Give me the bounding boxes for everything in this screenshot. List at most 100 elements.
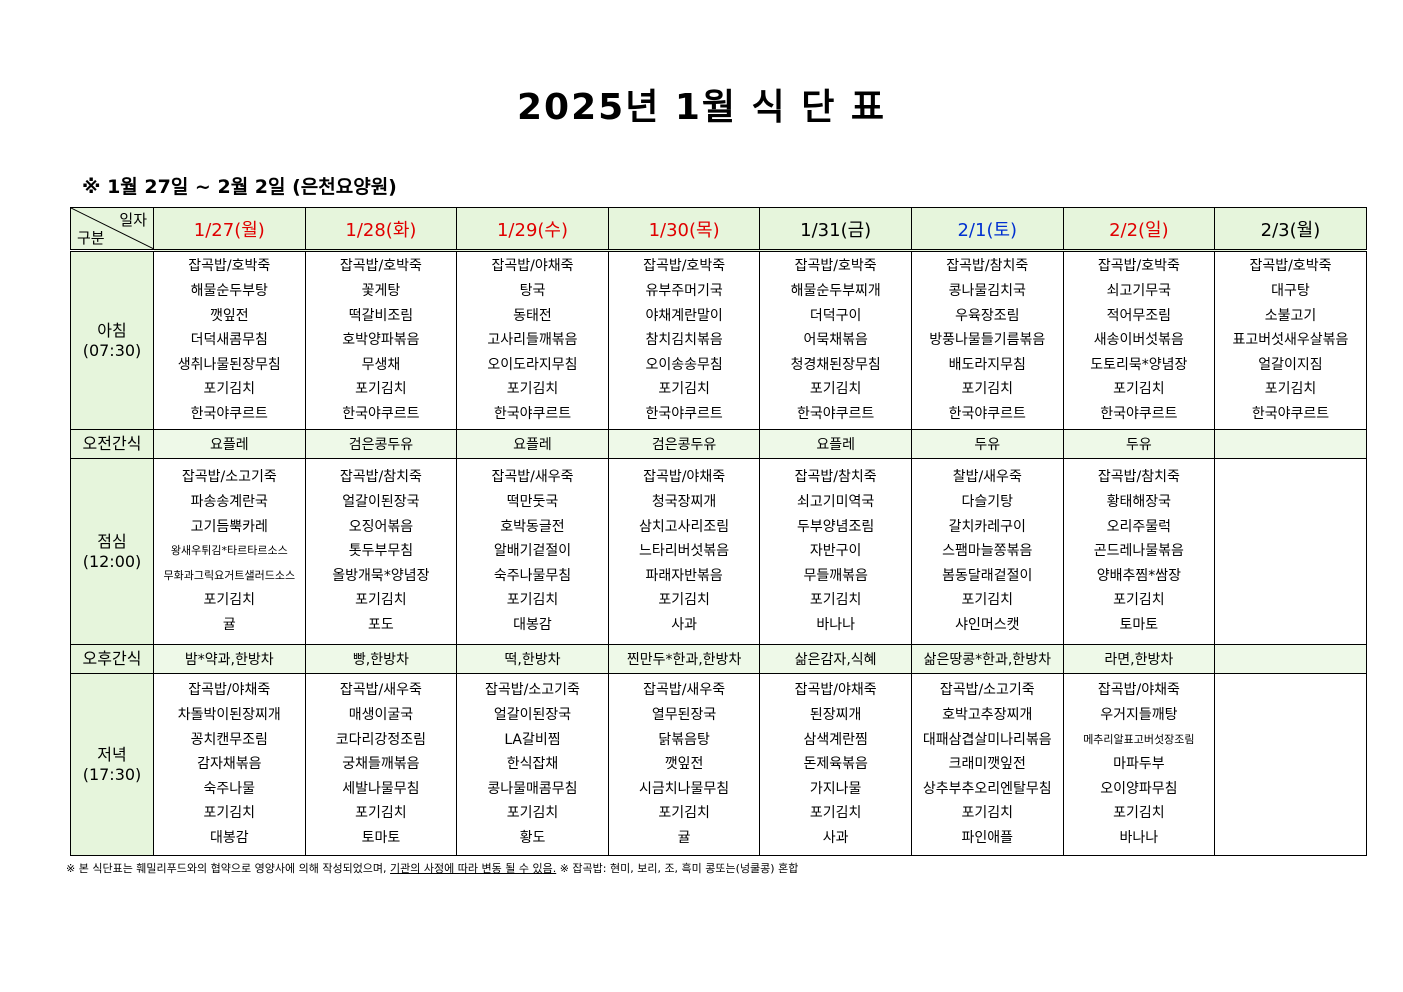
menu-item: 무들깨볶음 bbox=[803, 567, 868, 584]
menu-item: 열무된장국 bbox=[651, 707, 717, 724]
menu-item: 깻잎전 bbox=[664, 756, 704, 773]
day-header: 1/27(월) bbox=[153, 207, 306, 252]
menu-cell: 찐만두*한과,한방차 bbox=[607, 644, 761, 674]
meal-plan-table: 일자 구분 1/27(월) 1/28(화) 1/29(수) 1/30(목) 1/31(금… bbox=[70, 207, 1367, 856]
menu-item: 더덕구이 bbox=[809, 307, 862, 324]
menu-item: 잡곡밥/참치죽 bbox=[339, 469, 422, 486]
menu-item: 한국야쿠르트 bbox=[948, 405, 1026, 422]
menu-item: 상추부추오리엔탈무침 bbox=[922, 780, 1052, 797]
menu-item: 양배추찜*쌈장 bbox=[1096, 567, 1181, 584]
menu-item: 잡곡밥/호박죽 bbox=[794, 258, 877, 275]
menu-item: 파송송계란국 bbox=[190, 494, 268, 511]
menu-cell: 잡곡밥/소고기죽 호박고추장찌개 대패삼겹살미나리볶음 크래미깻잎전 상추부추오리엔탈무… bbox=[910, 673, 1064, 856]
menu-item: 야채계란말이 bbox=[645, 307, 723, 324]
menu-item: 오징어볶음 bbox=[348, 518, 414, 535]
menu-item: 잡곡밥/소고기죽 bbox=[181, 469, 277, 486]
meal-name: 아침 bbox=[97, 320, 127, 340]
day-header: 1/28(화) bbox=[304, 207, 458, 252]
menu-cell: 잡곡밥/호박죽 대구탕 소불고기 표고버섯새우살볶음 얼갈이지짐 포기김치 한국야쿠르트 bbox=[1214, 250, 1367, 430]
menu-item: 고사리들깨볶음 bbox=[487, 332, 578, 349]
menu-item: 포도 bbox=[368, 616, 394, 633]
menu-cell: 잡곡밥/새우죽 매생이굴국 코다리강정조림 궁채들깨볶음 세발나물무침 포기김치 토마토 bbox=[304, 673, 458, 856]
footer-note: ※ 본 식단표는 훼밀리푸드와의 협약으로 영양사에 의해 작성되었으며, 기관… bbox=[66, 860, 798, 876]
meal-time: (07:30) bbox=[82, 340, 142, 360]
menu-item: 떡만둣국 bbox=[506, 494, 559, 511]
menu-item: 포기김치 bbox=[506, 805, 559, 822]
day-header: 2/3(월) bbox=[1214, 207, 1367, 252]
menu-item: 잡곡밥/야채죽 bbox=[491, 258, 574, 275]
menu-item: 파래자반볶음 bbox=[645, 567, 723, 584]
menu-item: 샤인머스캣 bbox=[955, 616, 1020, 633]
diagonal-line bbox=[71, 208, 154, 249]
menu-item: 소불고기 bbox=[1264, 307, 1317, 324]
menu-item: 감자채볶음 bbox=[197, 756, 262, 773]
menu-item: 포기김치 bbox=[809, 381, 862, 398]
menu-cell: 잡곡밥/호박죽 유부주머기국 야채계란말이 참치김치볶음 오이송송무침 포기김치 한국야쿠르… bbox=[607, 250, 761, 430]
menu-item: 황태해장국 bbox=[1106, 494, 1172, 511]
menu-item: 스팸마늘쫑볶음 bbox=[942, 543, 1033, 560]
menu-item: 잡곡밥/소고기죽 bbox=[939, 682, 1035, 699]
menu-item: 대봉감 bbox=[513, 616, 552, 633]
menu-item: 귤 bbox=[677, 829, 691, 846]
menu-item: 생취나물된장무침 bbox=[177, 356, 281, 373]
menu-item: 바나나 bbox=[1119, 829, 1159, 846]
meal-row: 점심 (12:00) 잡곡밥/소고기죽 파송송계란국 고기듬뿍카레 왕새우튀김*타르타르소… bbox=[70, 458, 1367, 645]
menu-cell: 잡곡밥/호박죽 꽃게탕 떡갈비조림 호박양파볶음 무생채 포기김치 한국야쿠르트 bbox=[304, 250, 458, 430]
menu-cell: 잡곡밥/야채죽 청국장찌개 삼치고사리조림 느타리버섯볶음 파래자반볶음 포기김치 사과 bbox=[607, 458, 761, 645]
menu-item: 무생채 bbox=[361, 356, 401, 373]
menu-item: 유부주머기국 bbox=[645, 283, 723, 300]
menu-item: 해물순두부탕 bbox=[190, 283, 268, 300]
menu-cell: 잡곡밥/참치죽 콩나물김치국 우육장조림 방풍나물들기름볶음 배도라지무침 포기김치 한국야… bbox=[910, 250, 1064, 430]
menu-item: 잡곡밥/새우죽 bbox=[339, 682, 422, 699]
menu-item: 시금치나물무침 bbox=[638, 780, 730, 797]
menu-item: 떡갈비조림 bbox=[348, 307, 414, 324]
menu-cell: 검은콩두유 bbox=[304, 429, 458, 459]
menu-cell: 두유 bbox=[1062, 429, 1216, 459]
menu-item: 얼갈이지짐 bbox=[1258, 356, 1323, 373]
menu-item: 한국야쿠르트 bbox=[190, 405, 268, 422]
menu-item: 잡곡밥/야채죽 bbox=[643, 469, 726, 486]
menu-cell bbox=[1214, 644, 1367, 674]
menu-item: 한식잡채 bbox=[506, 756, 559, 773]
menu-item: 잡곡밥/호박죽 bbox=[643, 258, 726, 275]
menu-cell: 잡곡밥/호박죽 해물순두부찌개 더덕구이 어묵채볶음 청경채된장무침 포기김치 한국야쿠르트 bbox=[759, 250, 912, 430]
menu-item: 고기듬뿍카레 bbox=[190, 518, 268, 535]
menu-cell: 잡곡밥/참치죽 황태해장국 오리주물럭 곤드레나물볶음 양배추찜*쌈장 포기김치 토마토 bbox=[1062, 458, 1216, 645]
menu-item: 숙주나물 bbox=[203, 780, 256, 797]
menu-cell bbox=[1214, 673, 1367, 856]
menu-item: 한국야쿠르트 bbox=[342, 405, 420, 422]
menu-item: 포기김치 bbox=[658, 805, 710, 822]
menu-item: 포기김치 bbox=[203, 805, 256, 822]
corner-date-label: 일자 bbox=[119, 211, 147, 229]
menu-item: 사과 bbox=[822, 829, 849, 846]
menu-cell: 잡곡밥/야채죽 차돌박이된장찌개 꽁치캔무조림 감자채볶음 숙주나물 포기김치 대봉감 bbox=[153, 673, 306, 856]
menu-item: 포기김치 bbox=[355, 805, 407, 822]
meal-name: 점심 bbox=[97, 531, 127, 551]
menu-item: 느타리버섯볶음 bbox=[638, 543, 730, 560]
menu-item: 토마토 bbox=[361, 829, 401, 846]
menu-cell: 밤*약과,한방차 bbox=[153, 644, 306, 674]
menu-item: 마파두부 bbox=[1113, 756, 1165, 773]
menu-item: 한국야쿠르트 bbox=[645, 405, 723, 422]
menu-item: 왕새우튀김*타르타르소스 bbox=[170, 544, 288, 558]
menu-item: 돈제육볶음 bbox=[803, 756, 868, 773]
row-label: 아침 (07:30) bbox=[70, 250, 154, 430]
menu-item: 포기김치 bbox=[809, 592, 862, 609]
menu-item: 깻잎전 bbox=[209, 307, 249, 324]
menu-cell: 잡곡밥/호박죽 쇠고기무국 적어무조림 새송이버섯볶음 도토리묵*양념장 포기김치 한국야쿠… bbox=[1062, 250, 1216, 430]
page-title: 2025년 1월 식 단 표 bbox=[517, 87, 886, 128]
menu-item: 토마토 bbox=[1119, 616, 1159, 633]
menu-cell: 잡곡밥/소고기죽 파송송계란국 고기듬뿍카레 왕새우튀김*타르타르소스 무화과그릭요거트… bbox=[153, 458, 306, 645]
menu-item: LA갈비찜 bbox=[504, 731, 561, 748]
menu-item: 세발나물무침 bbox=[342, 780, 420, 797]
menu-item: 한국야쿠르트 bbox=[493, 405, 572, 422]
menu-item: 포기김치 bbox=[1113, 805, 1165, 822]
menu-cell: 찰밥/새우죽 다슬기탕 갈치카레구이 스팸마늘쫑볶음 봄동달래겉절이 포기김치 샤인머스캣 bbox=[910, 458, 1064, 645]
menu-cell: 잡곡밥/야채죽 된장찌개 삼색계란찜 돈제육볶음 가지나물 포기김치 사과 bbox=[759, 673, 912, 856]
day-header: 1/31(금) bbox=[759, 207, 912, 252]
menu-item: 곤드레나물볶음 bbox=[1093, 543, 1184, 560]
menu-cell: 검은콩두유 bbox=[607, 429, 761, 459]
menu-item: 잡곡밥/야채죽 bbox=[188, 682, 271, 699]
menu-item: 포기김치 bbox=[355, 381, 407, 398]
menu-item: 가지나물 bbox=[809, 780, 862, 797]
